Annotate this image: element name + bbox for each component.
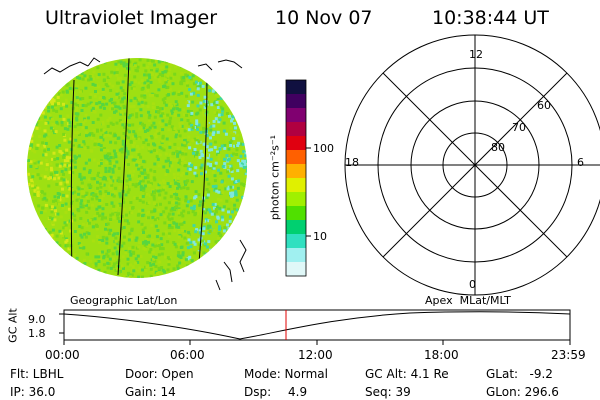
mlt-label-6: 6 <box>577 156 584 169</box>
mlt-label-0: 0 <box>469 278 476 291</box>
polar-grid <box>344 34 600 296</box>
timeline-xtick-2: 12:00 <box>298 348 333 362</box>
mlat-label-70: 70 <box>512 121 526 134</box>
mlat-label-60: 60 <box>537 99 551 112</box>
colorbar-label-10: 10 <box>313 230 327 243</box>
timeline-ticks <box>59 313 571 345</box>
coastlines <box>43 57 247 291</box>
timeline-xtick-4: 23:59 <box>551 348 586 362</box>
info-seq: Seq: 39 <box>365 385 411 399</box>
timeline-left-title: Geographic Lat/Lon <box>70 294 178 307</box>
mlt-label-12: 12 <box>469 48 483 61</box>
info-gc-alt: GC Alt: 4.1 Re <box>365 367 449 381</box>
timeline-ytick-high: 9.0 <box>28 313 46 326</box>
altitude-curve <box>63 311 571 340</box>
mlat-label-80: 80 <box>491 141 505 154</box>
timeline-xtick-3: 18:00 <box>424 348 459 362</box>
instrument-title: Ultraviolet Imager <box>45 7 218 29</box>
date-label: 10 Nov 07 <box>275 7 373 29</box>
info-mode: Mode: Normal <box>244 367 328 381</box>
timeline-frame <box>63 309 571 341</box>
geo-grid-lines <box>70 58 208 276</box>
info-glat: GLat: -9.2 <box>486 367 553 381</box>
info-dsp-value: 4.9 <box>288 385 308 399</box>
info-glon: GLon: 296.6 <box>486 385 559 399</box>
colorbar-unit-label: photon cm⁻²s⁻¹ <box>268 134 282 221</box>
info-ip: IP: 36.0 <box>10 385 56 399</box>
info-door: Door: Open <box>125 367 194 381</box>
timeline-ytick-low: 1.8 <box>28 327 46 340</box>
mlt-label-18: 18 <box>345 156 359 169</box>
info-dsp: Dsp: <box>244 385 272 399</box>
colorbar-frame <box>285 79 307 277</box>
info-filter: Flt: LBHL <box>10 367 64 381</box>
info-gain: Gain: 14 <box>125 385 176 399</box>
timeline-xtick-1: 06:00 <box>170 348 205 362</box>
colorbar-label-100: 100 <box>313 142 334 155</box>
timeline-y-axis-label: GC Alt <box>6 308 20 343</box>
timeline-xtick-0: 00:00 <box>45 348 80 362</box>
timeline-right-title: Apex MLat/MLT <box>425 294 511 307</box>
colorbar <box>286 80 306 277</box>
time-label: 10:38:44 UT <box>432 7 549 29</box>
